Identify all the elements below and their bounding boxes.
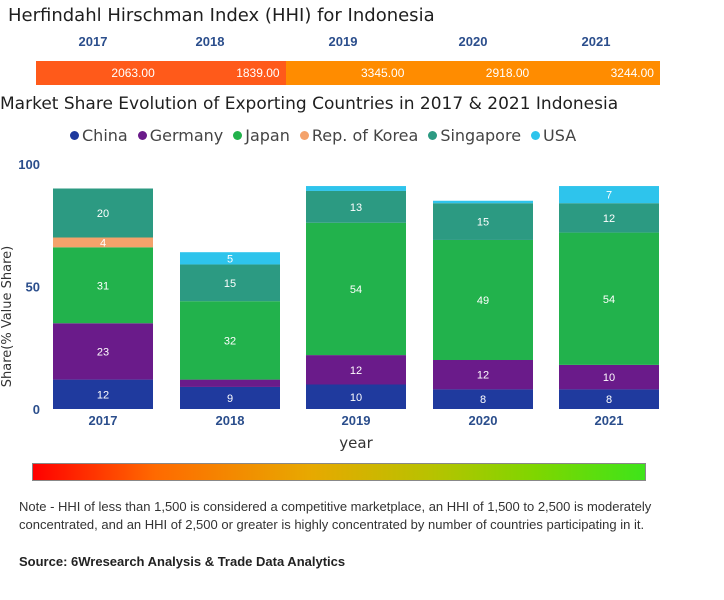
hhi-title: Herfindahl Hirschman Index (HHI) for Ind… (8, 5, 435, 26)
y-axis-title: Share(% Value Share) (0, 246, 15, 388)
legend-item-germany[interactable]: Germany (137, 126, 224, 145)
hhi-year-2018: 2018 (195, 34, 225, 49)
x-axis-title: year (339, 434, 373, 452)
hhi-year-2020: 2020 (458, 34, 488, 49)
data-label-2021-china: 8 (606, 394, 612, 406)
legend-item-china[interactable]: China (70, 126, 128, 145)
note-text: Note - HHI of less than 1,500 is conside… (19, 499, 652, 532)
chart-legend: China Germany Japan Rep. of Korea Singap… (70, 126, 576, 145)
stacked-bar-chart: 0 50 100 Share(% Value Share) 12 23 31 4 20 2017 9… (0, 157, 659, 452)
data-label-2018-singapore: 15 (224, 278, 236, 290)
bar-segment-2019-china (306, 384, 406, 409)
bar-segment-2019-japan (306, 222, 406, 356)
data-label-2019-singapore: 13 (350, 202, 362, 214)
legend-marker-japan (233, 131, 243, 140)
bar-segment-2018-usa (180, 252, 280, 265)
y-tick-label-100: 100 (18, 157, 40, 172)
x-tick-label-2021: 2021 (595, 413, 624, 428)
data-label-2017-singapore: 20 (97, 208, 109, 220)
hhi-value-2017: 2063.00 (36, 61, 161, 85)
legend-label-usa: USA (543, 126, 577, 145)
legend-label-germany: Germany (149, 126, 224, 145)
legend-label-china: China (82, 126, 128, 145)
bar-segment-2017-singapore (53, 188, 153, 238)
data-label-2020-singapore: 15 (477, 217, 489, 229)
bar-segment-2017-rep-of-korea (53, 237, 153, 248)
y-tick-label-0: 0 (33, 402, 40, 417)
y-tick-label-50: 50 (26, 280, 40, 295)
data-label-2021-germany: 10 (603, 372, 615, 384)
legend-marker-korea (299, 131, 309, 140)
bar-segment-2018-germany (180, 379, 280, 387)
hhi-year-row: 2017 2018 2019 2020 2021 (30, 34, 660, 54)
legend-label-singapore: Singapore (440, 126, 522, 145)
bar-segment-2017-germany (53, 323, 153, 380)
legend-item-japan[interactable]: Japan (233, 126, 290, 145)
legend-item-singapore[interactable]: Singapore (428, 126, 521, 145)
x-tick-label-2017: 2017 (89, 413, 118, 428)
bar-segment-2018-china (180, 386, 280, 409)
bar-segment-2020-china (433, 389, 533, 409)
hhi-color-scale (32, 463, 646, 481)
hhi-value-2019: 3345.00 (285, 61, 411, 85)
bar-segment-2020-germany (433, 360, 533, 390)
legend-marker-singapore (428, 131, 438, 140)
chart-title: Market Share Evolution of Exporting Coun… (0, 94, 619, 114)
bar-segment-2020-japan (433, 239, 533, 360)
hhi-year-2021: 2021 (581, 34, 611, 49)
legend-marker-usa (531, 131, 541, 140)
bar-segment-2017-china (53, 379, 153, 409)
x-tick-label-2020: 2020 (469, 413, 498, 428)
bar-segment-2021-singapore (559, 203, 659, 233)
legend-label-korea: Rep. of Korea (311, 126, 419, 145)
bar-segment-2020-singapore (433, 203, 533, 240)
source-text: Source: 6Wresearch Analysis & Trade Data… (19, 554, 346, 569)
bar-segment-2019-singapore (306, 190, 406, 223)
data-label-2017-china: 12 (97, 389, 109, 401)
data-label-2019-china: 10 (350, 392, 362, 404)
hhi-value-2021: 3244.00 (535, 61, 660, 85)
data-label-2020-china: 8 (480, 394, 486, 406)
bar-segment-2021-germany (559, 364, 659, 390)
data-label-2021-singapore: 12 (603, 213, 615, 225)
data-label-2021-usa: 7 (606, 190, 612, 202)
hhi-year-2017: 2017 (78, 34, 108, 49)
bar-segment-2019-germany (306, 355, 406, 385)
bar-segment-2017-japan (53, 247, 153, 324)
data-label-2017-rep-of-korea: 4 (100, 237, 106, 249)
bar-segment-2019-usa (306, 186, 406, 191)
hhi-year-2019: 2019 (328, 34, 358, 49)
data-label-2020-germany: 12 (477, 370, 489, 382)
data-label-2019-japan: 54 (350, 284, 362, 296)
data-label-2021-japan: 54 (603, 294, 615, 306)
legend-marker-germany (137, 131, 147, 140)
hhi-value-strip: 2063.00 1839.00 3345.00 2918.00 3244.00 (36, 61, 660, 85)
bar-segment-2020-usa (433, 200, 533, 204)
data-label-2017-japan: 31 (97, 280, 109, 292)
bar-segment-2021-china (559, 389, 659, 409)
bar-segment-2018-singapore (180, 264, 280, 302)
legend-item-korea[interactable]: Rep. of Korea (299, 126, 419, 145)
data-label-2018-japan: 32 (224, 335, 236, 347)
bar-segment-2018-japan (180, 301, 280, 380)
bar-segment-2021-usa (559, 186, 659, 204)
data-label-2018-china: 9 (227, 393, 233, 405)
x-tick-label-2018: 2018 (216, 413, 245, 428)
legend-item-usa[interactable]: USA (531, 126, 576, 145)
hhi-value-2020: 2918.00 (410, 61, 536, 85)
bar-segment-2021-japan (559, 232, 659, 365)
data-label-2019-germany: 12 (350, 365, 362, 377)
data-label-2018-usa: 5 (227, 253, 233, 265)
legend-marker-china (70, 131, 79, 140)
x-tick-label-2019: 2019 (342, 413, 371, 428)
data-label-2017-germany: 23 (97, 346, 109, 358)
data-label-2020-japan: 49 (477, 295, 489, 307)
legend-label-japan: Japan (245, 126, 290, 145)
hhi-value-2018: 1839.00 (160, 61, 286, 85)
